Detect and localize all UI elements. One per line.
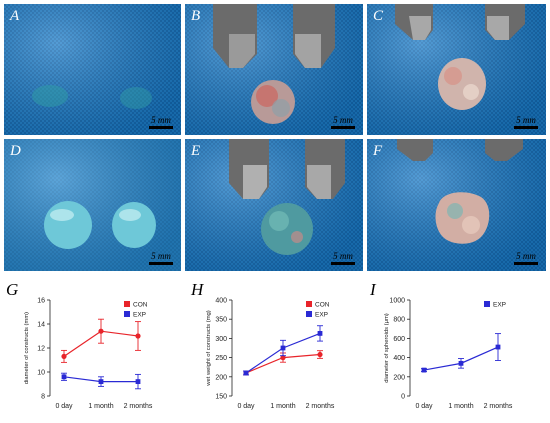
legend-label-exp: EXP: [493, 302, 506, 309]
panel-label: C: [373, 8, 384, 24]
y-tick-label: 150: [215, 394, 227, 401]
x-tick-label: 0 day: [237, 403, 255, 410]
legend-swatch-con: [306, 301, 312, 307]
photo-panel-a: A 5 mm: [4, 4, 181, 135]
legend-label-exp: EXP: [133, 312, 146, 319]
panel-label: B: [191, 8, 201, 24]
chart-label-h: H: [191, 280, 204, 299]
photo-d-image: [4, 139, 181, 271]
legend-swatch-con: [124, 301, 130, 307]
panel-label: A: [10, 8, 20, 24]
photo-panel-c: C 5 mm: [367, 4, 546, 135]
data-point-con: [135, 333, 141, 339]
photo-f-image: [367, 139, 546, 271]
x-tick-label: 1 month: [88, 403, 113, 410]
data-point-exp: [243, 370, 249, 376]
photo-b-image: [185, 4, 363, 135]
data-point-exp: [61, 374, 67, 380]
x-tick-label: 2 months: [124, 403, 153, 410]
legend-label-con: CON: [133, 302, 148, 309]
y-tick-label: 200: [215, 374, 227, 381]
data-point-exp: [135, 379, 141, 384]
scale-bar: 5 mm: [331, 115, 355, 129]
y-axis-label: wet weight of constructs (mg): [206, 310, 212, 386]
data-point-con: [317, 351, 323, 358]
data-point-con: [61, 353, 67, 359]
y-tick-label: 400: [393, 355, 405, 362]
y-tick-label: 0: [401, 394, 405, 401]
legend-swatch-exp: [124, 311, 130, 317]
panel-label: F: [373, 143, 383, 159]
chart-g: 8 10 12 14 16 diameter of constructs (mm) 0 da…: [24, 298, 153, 411]
data-point-con: [280, 355, 286, 361]
x-tick-label: 0 day: [415, 403, 433, 410]
x-tick-label: 2 months: [484, 403, 513, 410]
y-axis-label: diameter of spheroids (μm): [384, 313, 390, 382]
legend-label-exp: EXP: [315, 312, 328, 319]
y-tick-label: 800: [393, 317, 405, 324]
x-tick-label: 1 month: [270, 403, 295, 410]
y-tick-label: 16: [37, 298, 45, 305]
y-tick-label: 600: [393, 336, 405, 343]
x-tick-label: 2 months: [306, 403, 335, 410]
data-point-exp: [421, 367, 427, 373]
scale-bar: 5 mm: [149, 251, 173, 265]
y-tick-label: 10: [37, 370, 45, 377]
chart-label-g: G: [6, 280, 19, 299]
photo-panel-b: B 5 mm: [185, 4, 363, 135]
y-tick-label: 14: [37, 322, 45, 329]
y-tick-label: 400: [215, 298, 227, 305]
legend-swatch-exp: [484, 301, 490, 307]
photo-e-image: [185, 139, 363, 271]
scale-bar: 5 mm: [331, 251, 355, 265]
x-tick-label: 1 month: [448, 403, 473, 410]
y-tick-label: 8: [41, 394, 45, 401]
y-axis-label: diameter of constructs (mm): [24, 312, 30, 384]
scale-bar: 5 mm: [514, 251, 538, 265]
data-point-exp: [495, 344, 501, 350]
y-tick-label: 200: [393, 374, 405, 381]
photo-panel-f: F 5 mm: [367, 139, 546, 271]
y-tick-label: 1000: [389, 298, 405, 305]
photo-a-image: [4, 4, 181, 135]
data-point-exp: [458, 360, 464, 366]
y-tick-label: 250: [215, 355, 227, 362]
photo-panel-d: D 5 mm: [4, 139, 181, 271]
photo-c-image: [367, 4, 546, 135]
legend-swatch-exp: [306, 311, 312, 317]
panel-label: D: [10, 143, 21, 159]
chart-label-i: I: [370, 280, 376, 299]
scale-bar: 5 mm: [149, 115, 173, 129]
data-point-exp: [280, 345, 286, 351]
chart-i: 0 200 400 600 800 1000 diameter of spheroids (…: [384, 298, 513, 411]
x-tick-label: 0 day: [55, 403, 73, 410]
scale-bar: 5 mm: [514, 115, 538, 129]
y-tick-label: 350: [215, 317, 227, 324]
y-tick-label: 12: [37, 346, 45, 353]
panel-label: E: [191, 143, 201, 159]
data-point-exp: [317, 331, 323, 336]
y-tick-label: 300: [215, 336, 227, 343]
photo-panel-e: E 5 mm: [185, 139, 363, 271]
data-point-con: [98, 328, 104, 334]
legend-label-con: CON: [315, 302, 330, 309]
data-point-exp: [98, 379, 104, 384]
